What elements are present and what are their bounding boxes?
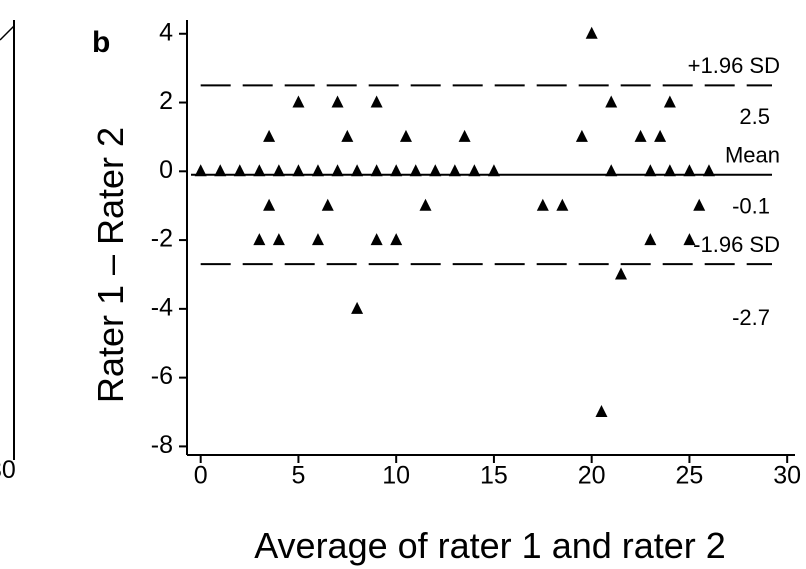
- x-axis-label: Average of rater 1 and rater 2: [254, 525, 726, 566]
- point: [419, 198, 432, 211]
- side-panel-line: [0, 25, 15, 41]
- point: [487, 164, 500, 177]
- point: [644, 233, 657, 246]
- point: [370, 164, 383, 177]
- point: [390, 233, 403, 246]
- point: [351, 301, 364, 314]
- y-tick-label: -8: [151, 431, 173, 459]
- y-tick-label: 2: [159, 87, 173, 115]
- point: [194, 164, 207, 177]
- x-tick-label: 30: [773, 462, 801, 490]
- panel-label: b: [92, 26, 110, 59]
- reference-name: Mean: [725, 143, 780, 168]
- point: [321, 198, 334, 211]
- point: [409, 164, 422, 177]
- point: [605, 95, 618, 108]
- point: [341, 129, 354, 142]
- point: [351, 164, 364, 177]
- point: [595, 405, 608, 418]
- point: [370, 95, 383, 108]
- y-tick-label: 0: [159, 156, 173, 184]
- point: [634, 129, 647, 142]
- point: [693, 198, 706, 211]
- point: [272, 164, 285, 177]
- point: [263, 129, 276, 142]
- point: [214, 164, 227, 177]
- point: [683, 233, 696, 246]
- reference-value: 2.5: [739, 104, 770, 129]
- point: [654, 129, 667, 142]
- y-tick-label: 4: [159, 18, 173, 46]
- point: [585, 26, 598, 39]
- point: [292, 95, 305, 108]
- y-tick-label: -6: [151, 362, 173, 390]
- point: [311, 164, 324, 177]
- x-tick-label: 5: [291, 462, 305, 490]
- y-tick-label: -2: [151, 225, 173, 253]
- x-tick-label: 25: [676, 462, 704, 490]
- point: [663, 164, 676, 177]
- reference-value: -2.7: [732, 305, 770, 330]
- point: [458, 129, 471, 142]
- side-panel-tick: 30: [0, 456, 16, 484]
- y-axis-label: Rater 1 – Rater 2: [90, 127, 131, 403]
- point: [233, 164, 246, 177]
- point: [331, 164, 344, 177]
- x-tick-label: 10: [382, 462, 410, 490]
- point: [292, 164, 305, 177]
- point: [556, 198, 569, 211]
- point: [644, 164, 657, 177]
- x-tick-label: 0: [194, 462, 208, 490]
- reference-name: -1.96 SD: [693, 232, 780, 257]
- point: [272, 233, 285, 246]
- point: [253, 164, 266, 177]
- point: [311, 233, 324, 246]
- point: [390, 164, 403, 177]
- point: [399, 129, 412, 142]
- point: [448, 164, 461, 177]
- point: [615, 267, 628, 280]
- point: [253, 233, 266, 246]
- point: [536, 198, 549, 211]
- point: [429, 164, 442, 177]
- point: [663, 95, 676, 108]
- point: [370, 233, 383, 246]
- point: [331, 95, 344, 108]
- point: [605, 164, 618, 177]
- point: [702, 164, 715, 177]
- point: [575, 129, 588, 142]
- point: [468, 164, 481, 177]
- point: [683, 164, 696, 177]
- point: [263, 198, 276, 211]
- x-tick-label: 15: [480, 462, 508, 490]
- reference-name: +1.96 SD: [688, 53, 780, 78]
- reference-value: -0.1: [732, 194, 770, 219]
- x-tick-label: 20: [578, 462, 606, 490]
- y-tick-label: -4: [151, 293, 173, 321]
